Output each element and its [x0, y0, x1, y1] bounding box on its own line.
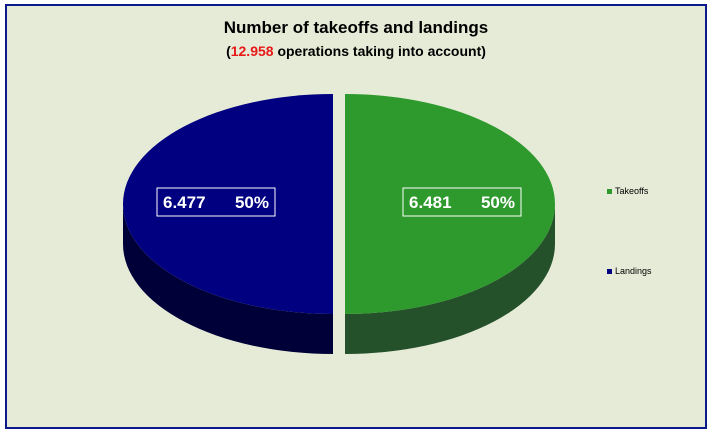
takeoffs-label-value: 6.481: [409, 193, 452, 212]
takeoffs-slice: [345, 94, 556, 314]
legend-swatch-landings: [607, 268, 612, 274]
legend-swatch-takeoffs: [607, 188, 612, 194]
takeoffs-slice-side: [345, 204, 556, 354]
pie-chart: 6.477 50% 6.481 50%: [123, 94, 556, 354]
legend-label-takeoffs: Takeoffs: [615, 186, 649, 196]
legend-label-landings: Landings: [615, 266, 652, 276]
takeoffs-data-label: 6.481 50%: [402, 187, 522, 217]
landings-label-percent: 50%: [235, 193, 269, 212]
chart-title: Number of takeoffs and landings: [223, 18, 489, 37]
subtitle-prefix: (: [226, 43, 231, 59]
landings-slice: [123, 94, 334, 314]
subtitle-total: 12.958: [230, 43, 274, 59]
takeoffs-label-percent: 50%: [481, 193, 515, 212]
legend-item-landings: Landings: [607, 266, 652, 276]
landings-slice-side: [123, 204, 334, 354]
landings-label-value: 6.477: [163, 193, 206, 212]
plot-area: Number of takeoffs and landings (12.958 …: [5, 4, 707, 429]
subtitle-suffix: operations taking into account): [273, 43, 486, 59]
landings-data-label: 6.477 50%: [156, 187, 276, 217]
chart-subtitle: (12.958 operations taking into account): [7, 43, 705, 59]
legend-item-takeoffs: Takeoffs: [607, 186, 648, 196]
